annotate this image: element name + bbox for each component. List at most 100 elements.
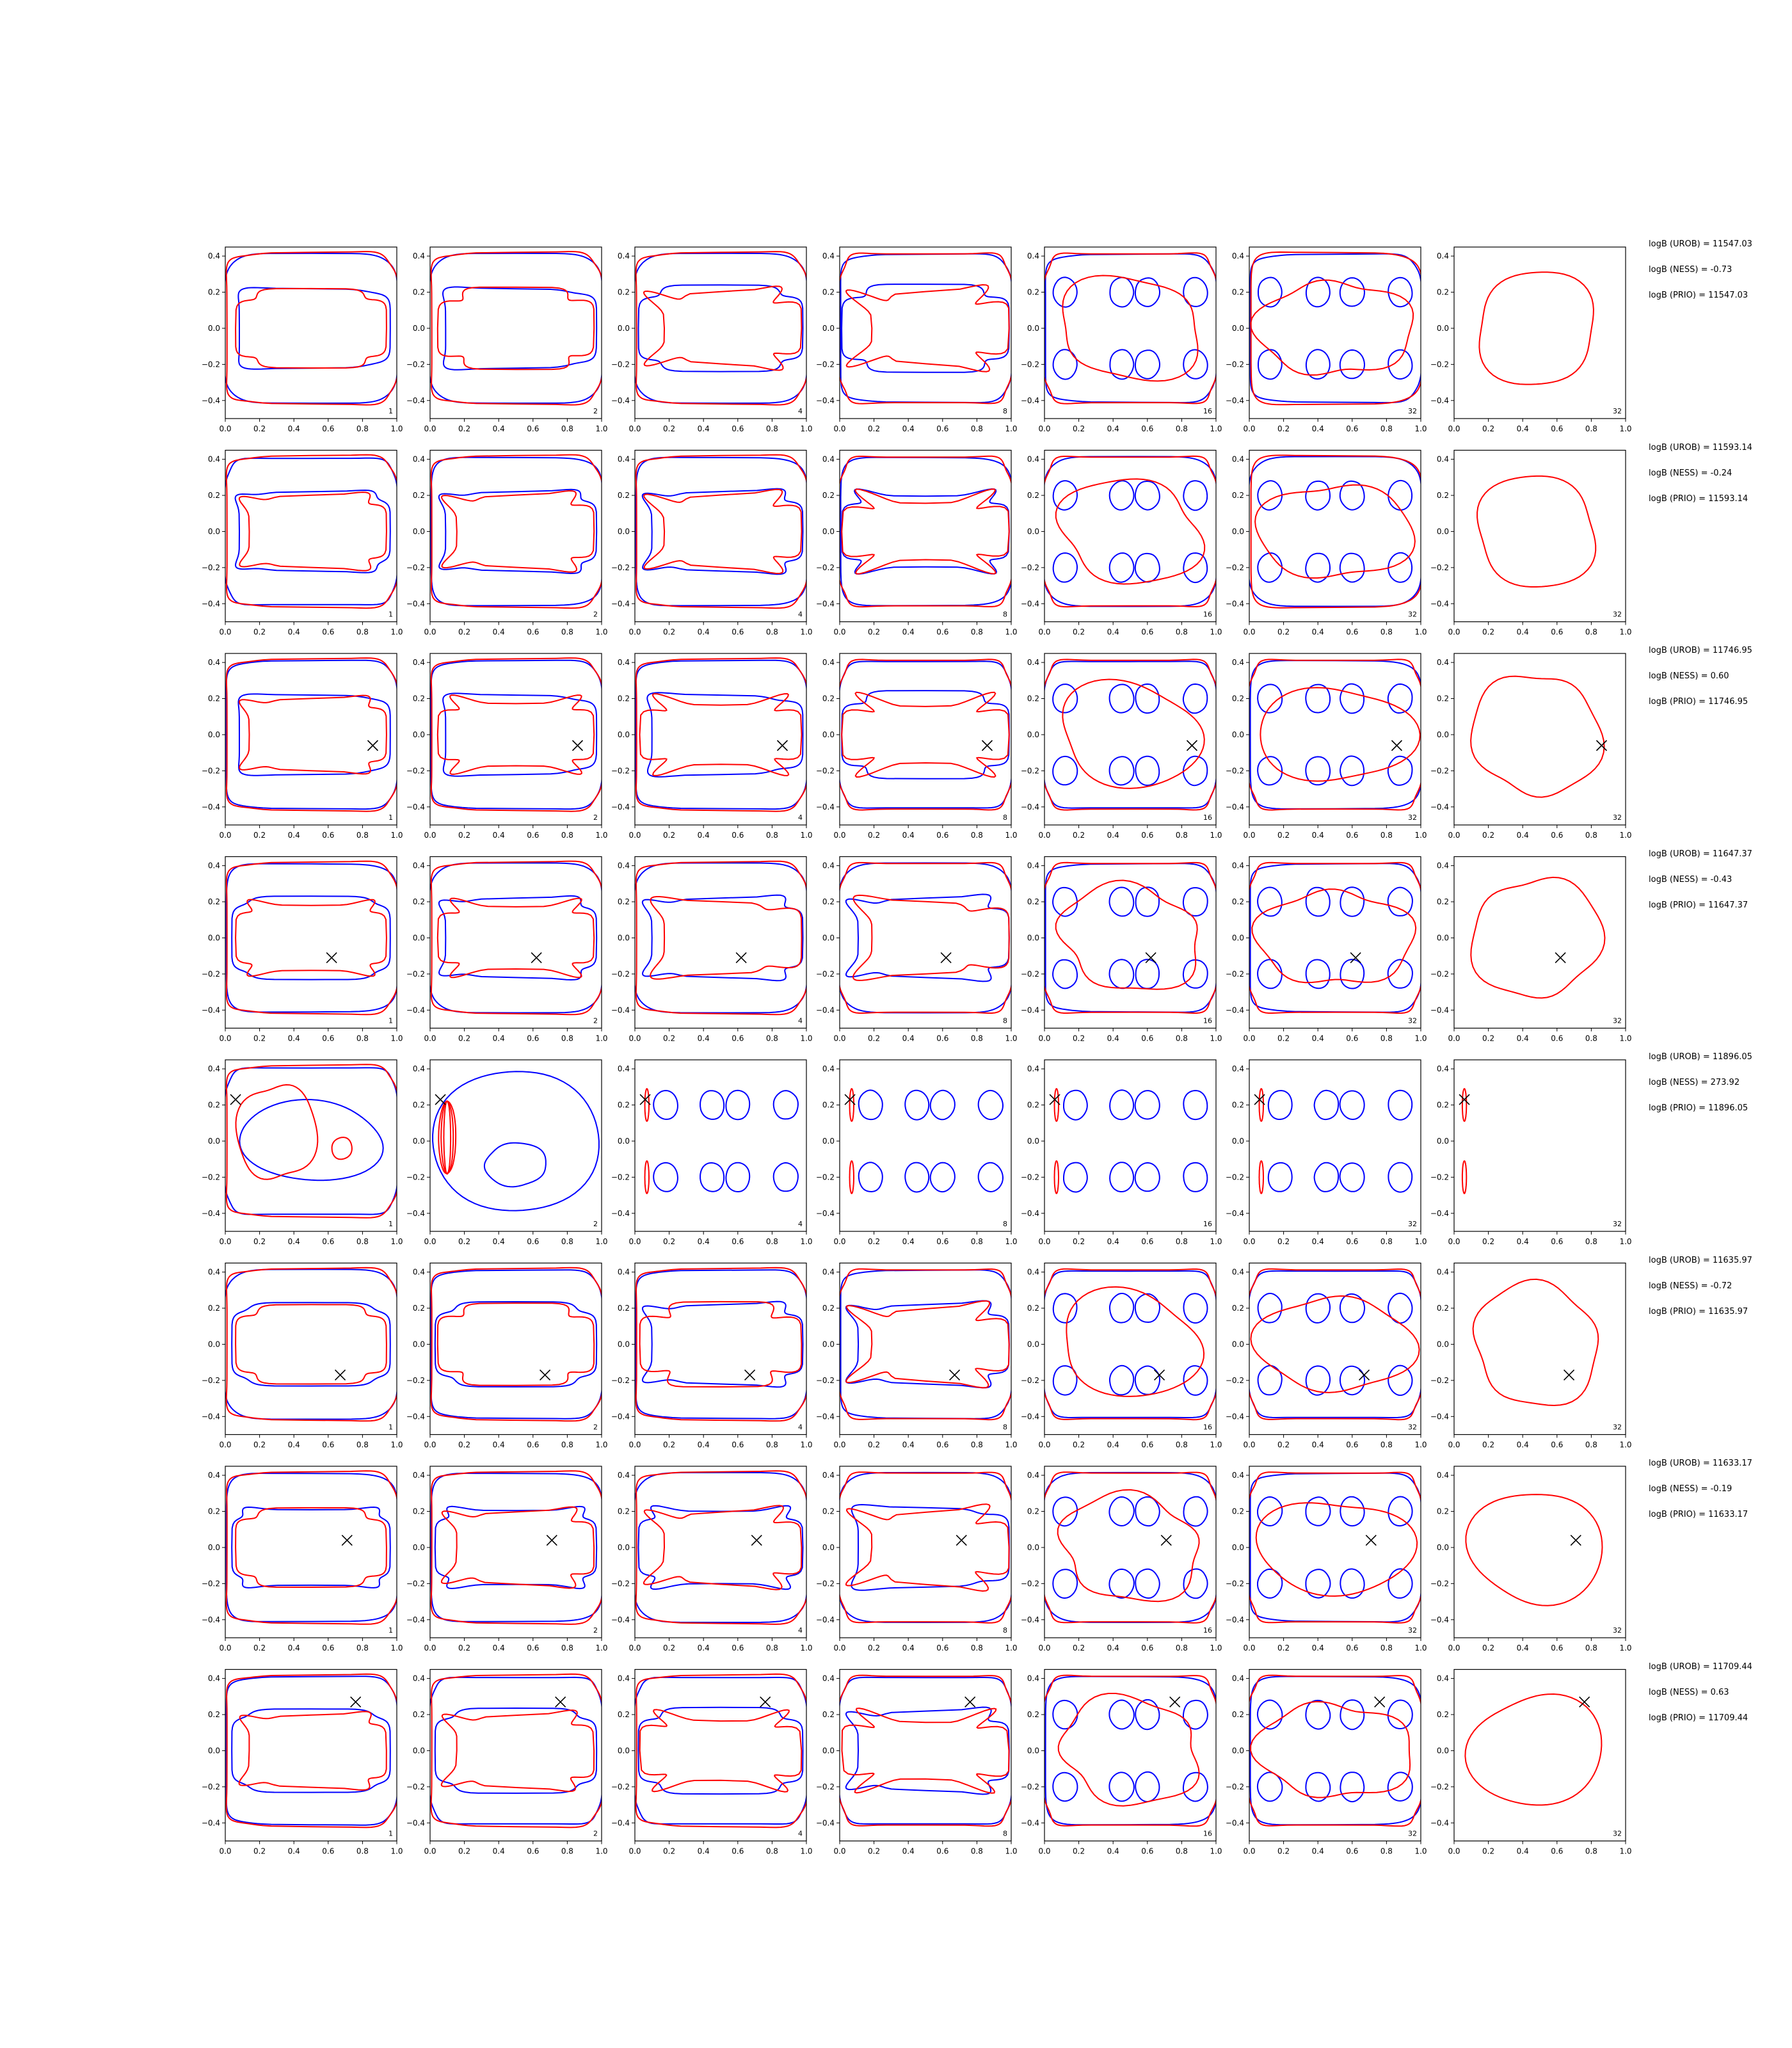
- x-tick-label: 0.6: [1346, 1847, 1358, 1856]
- axes-frame: [634, 1262, 807, 1436]
- axes-frame: [1453, 449, 1626, 623]
- x-tick-label: 0.0: [424, 1847, 436, 1856]
- blue-inner-contour: [234, 489, 391, 573]
- y-tick-label: 0.2: [618, 1507, 630, 1516]
- x-tick-label: 0.0: [1038, 628, 1050, 637]
- x-tick-label: 0.0: [1038, 1441, 1050, 1450]
- x-tick-label: 0.0: [1448, 1034, 1460, 1043]
- x-marker: [735, 952, 747, 964]
- axes-frame: [1044, 449, 1217, 623]
- x-tick-label: 0.2: [1482, 1847, 1494, 1856]
- blue-mode-contour: [700, 1090, 725, 1120]
- x-tick-label: 0.4: [1107, 1847, 1119, 1856]
- red-outer-contour: [840, 1674, 1011, 1827]
- panel-r5-c4: 0.0 0.2 0.4 0.6 0.8 1.0 0.4 0.2 0.0 −0.2 −0.4 16: [1021, 1262, 1222, 1450]
- x-tick-label: 0.8: [1380, 628, 1393, 637]
- x-tick-label: 1.0: [1619, 1441, 1631, 1450]
- panel-r4-c4: 0.0 0.2 0.4 0.6 0.8 1.0 0.4 0.2 0.0 −0.2 −0.4 16: [1021, 1059, 1222, 1246]
- y-tick-label: 0.4: [1027, 1471, 1039, 1480]
- x-tick-label: 0.2: [253, 1034, 266, 1043]
- panel-corner-label: 32: [1613, 813, 1622, 822]
- axes-frame: [225, 1668, 397, 1842]
- x-tick-label: 0.6: [527, 1441, 539, 1450]
- x-marker: [350, 1696, 362, 1708]
- x-tick-label: 0.8: [971, 628, 983, 637]
- x-tick-label: 0.0: [833, 831, 845, 840]
- y-tick-label: 0.0: [1027, 324, 1039, 333]
- panel-corner-label: 16: [1203, 1830, 1212, 1838]
- x-tick-label: 0.8: [561, 1847, 573, 1856]
- x-tick-label: 0.2: [1073, 628, 1085, 637]
- y-tick-label: −0.4: [1226, 1615, 1244, 1624]
- stat-prio-row-8: logB (PRIO) = 11709.44: [1649, 1713, 1748, 1723]
- blue-outer-contour: [840, 660, 1011, 809]
- x-tick-label: 0.8: [356, 1847, 369, 1856]
- y-tick-label: −0.4: [816, 599, 835, 608]
- x-tick-label: 0.8: [1380, 1644, 1393, 1652]
- blue-outer-contour: [430, 456, 602, 607]
- y-tick-label: 0.0: [1232, 1340, 1244, 1348]
- red-inner-contour: [436, 897, 595, 979]
- x-tick-label: 0.8: [356, 831, 369, 840]
- axes-frame: [225, 1059, 397, 1232]
- blue-mode-contour: [1108, 1568, 1135, 1599]
- x-tick-label: 0.4: [698, 1237, 710, 1246]
- x-tick-label: 0.8: [561, 628, 573, 637]
- red-inner-contour: [436, 1302, 595, 1386]
- panel-r2-c2: 0.0 0.2 0.4 0.6 0.8 1.0 0.4 0.2 0.0 −0.2 −0.4 4: [611, 653, 813, 840]
- blue-mode-contour: [1388, 1364, 1413, 1396]
- x-tick-label: 1.0: [1619, 831, 1631, 840]
- x-tick-label: 0.0: [1038, 831, 1050, 840]
- red-outer-contour: [635, 1267, 806, 1422]
- contours: [1478, 271, 1594, 385]
- red-mode-contour: [331, 1137, 353, 1160]
- x-tick-label: 0.8: [356, 1644, 369, 1652]
- panel-corner-label: 4: [798, 1626, 803, 1635]
- panel-r0-c5: 0.0 0.2 0.4 0.6 0.8 1.0 0.4 0.2 0.0 −0.2 −0.4 32: [1226, 246, 1427, 433]
- blue-mode-contour: [1305, 1772, 1331, 1802]
- x-tick-label: 0.2: [663, 1237, 675, 1246]
- panel-r3-c0: 0.0 0.2 0.4 0.6 0.8 1.0 0.4 0.2 0.0 −0.2 −0.4 1: [202, 856, 403, 1043]
- axes-frame: [1249, 653, 1421, 826]
- blue-outer-contour: [840, 1471, 1011, 1624]
- x-tick-label: 0.4: [1312, 1644, 1324, 1652]
- blue-mode-contour: [1052, 1569, 1078, 1599]
- panel-corner-label: 32: [1408, 1220, 1417, 1228]
- y-tick-label: 0.4: [618, 1064, 630, 1073]
- y-tick-label: −0.2: [406, 360, 425, 369]
- blue-mode-contour: [1182, 683, 1208, 714]
- x-tick-label: 0.8: [971, 1847, 983, 1856]
- x-tick-label: 0.0: [219, 424, 231, 433]
- axes-frame: [634, 653, 807, 826]
- red-inner-contour: [1250, 1295, 1420, 1393]
- contours: [225, 860, 397, 1016]
- x-marker: [1169, 1696, 1181, 1708]
- blue-outer-contour: [1249, 660, 1421, 810]
- y-tick-label: 0.4: [822, 252, 835, 260]
- y-tick-label: 0.4: [822, 455, 835, 464]
- x-tick-label: 0.4: [902, 628, 915, 637]
- contours: [1249, 1268, 1421, 1421]
- x-tick-label: 0.0: [833, 424, 845, 433]
- y-tick-label: 0.2: [1027, 288, 1039, 297]
- y-tick-label: 0.4: [1027, 1064, 1039, 1073]
- red-inner-contour: [235, 1304, 387, 1385]
- y-tick-label: −0.4: [611, 599, 630, 608]
- axes-frame: [1044, 246, 1217, 419]
- y-tick-label: −0.2: [1021, 1376, 1039, 1385]
- y-tick-label: 0.4: [1232, 1471, 1244, 1480]
- y-tick-label: 0.0: [1437, 324, 1449, 333]
- blue-mode-contour: [1135, 1771, 1160, 1802]
- x-tick-label: 0.8: [1585, 1644, 1597, 1652]
- blue-inner-contour: [239, 1098, 384, 1181]
- y-tick-label: 0.2: [618, 897, 630, 906]
- blue-mode-contour: [1182, 1699, 1208, 1730]
- panel-r1-c5: 0.0 0.2 0.4 0.6 0.8 1.0 0.4 0.2 0.0 −0.2 −0.4 32: [1226, 449, 1427, 637]
- blue-inner-contour: [434, 1300, 598, 1388]
- y-tick-label: 0.2: [1027, 491, 1039, 500]
- x-tick-label: 1.0: [800, 1441, 812, 1450]
- blue-mode-contour: [1052, 886, 1078, 917]
- red-ridge-contour: [644, 1160, 650, 1194]
- stat-urob-row-6: logB (UROB) = 11635.97: [1649, 1255, 1752, 1265]
- axes-frame: [225, 1466, 397, 1638]
